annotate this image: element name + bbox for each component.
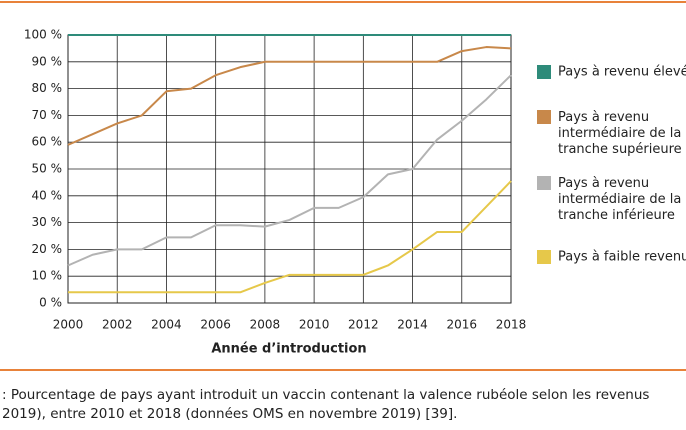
legend-swatch [537,65,551,79]
legend-label: Pays à faible revenu [558,250,686,265]
y-tick-label: 0 % [39,296,62,310]
caption-line: 2019), entre 2010 et 2018 (données OMS e… [2,406,457,422]
data-line [67,46,512,146]
y-tick-label: 90 % [32,54,63,68]
legend-swatch [537,110,551,124]
x-axis-title: Année d’introduction [211,342,366,357]
x-tick-label: 2006 [200,318,231,332]
x-tick-label: 2018 [496,318,527,332]
legend-label: Pays à revenu intermédiaire de la tranche … [558,110,682,157]
data-line [67,74,512,267]
x-tick-label: 2016 [447,318,478,332]
y-tick-label: 70 % [32,108,63,122]
y-tick-label: 20 % [32,242,63,256]
caption-line: : Pourcentage de pays ayant introduit un… [2,387,649,403]
y-tick-label: 40 % [32,188,63,202]
y-tick-label: 100 % [24,28,62,42]
legend-swatch [537,176,551,190]
x-tick-label: 2004 [151,318,182,332]
legend-label: Pays à revenu intermédiaire de la tranche … [558,176,681,223]
x-tick-label: 2002 [102,318,133,332]
y-tick-label: 30 % [32,215,63,229]
y-tick-label: 60 % [32,135,63,149]
x-tick-label: 2000 [53,318,84,332]
x-tick-label: 2012 [348,318,379,332]
y-tick-label: 10 % [32,269,63,283]
x-tick-label: 2014 [397,318,428,332]
y-tick-label: 50 % [32,162,63,176]
x-tick-label: 2010 [299,318,330,332]
legend-label: Pays à revenu élevé [558,65,686,80]
y-tick-label: 80 % [32,81,63,95]
x-tick-label: 2008 [250,318,281,332]
data-line [68,180,512,294]
legend-swatch [537,250,551,264]
